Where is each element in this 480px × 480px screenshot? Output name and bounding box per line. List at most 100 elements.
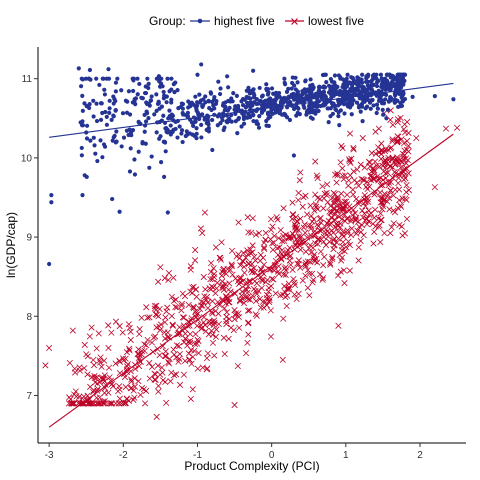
- highest-five-point: [189, 120, 195, 125]
- highest-five-point: [290, 80, 295, 86]
- lowest-five-point: [295, 189, 302, 197]
- lowest-five-point: [167, 378, 174, 385]
- lowest-five-point: [208, 327, 215, 334]
- lowest-five-point: [346, 130, 354, 137]
- lowest-five-point: [371, 175, 378, 183]
- lowest-five-point: [189, 386, 196, 393]
- lowest-five-point: [278, 247, 286, 254]
- lowest-five-point: [359, 207, 366, 214]
- lowest-five-point: [394, 154, 401, 161]
- lowest-five-point: [172, 296, 180, 303]
- y-tick-label: 8: [26, 312, 32, 323]
- lowest-five-point: [220, 286, 227, 293]
- lowest-five-point: [359, 135, 366, 142]
- lowest-five-point: [238, 292, 245, 299]
- highest-five-point: [282, 95, 287, 100]
- highest-five-point: [103, 109, 108, 115]
- highest-five-point: [224, 113, 230, 118]
- highest-five-point: [264, 82, 269, 87]
- lowest-five-point: [228, 247, 236, 254]
- highest-five-point: [245, 101, 251, 106]
- lowest-five-point: [176, 324, 183, 331]
- lowest-five-point: [236, 275, 243, 282]
- lowest-five-point: [189, 284, 196, 291]
- lowest-five-point: [214, 279, 221, 286]
- lowest-five-point: [122, 399, 129, 406]
- highest-five-point: [365, 97, 370, 102]
- lowest-five-point: [123, 363, 131, 370]
- lowest-five-point: [325, 233, 332, 240]
- highest-five-point: [308, 115, 313, 120]
- highest-five-point: [225, 74, 230, 79]
- lowest-five-point: [335, 228, 342, 235]
- lowest-five-point: [275, 235, 282, 242]
- highest-five-point: [328, 86, 334, 91]
- highest-five-point: [173, 80, 178, 85]
- lowest-five-point: [405, 129, 412, 137]
- highest-five-point: [110, 196, 115, 202]
- lowest-five-point: [349, 186, 356, 193]
- lowest-five-point: [357, 161, 364, 168]
- highest-five-point: [292, 96, 297, 102]
- highest-five-point: [114, 129, 119, 134]
- lowest-five-point: [168, 293, 175, 300]
- highest-five-point: [342, 81, 347, 86]
- lowest-five-point: [252, 231, 260, 238]
- lowest-five-point: [332, 224, 339, 231]
- lowest-five-point: [220, 284, 227, 291]
- highest-five-point: [172, 89, 177, 95]
- lowest-five-point: [346, 158, 353, 165]
- highest-five-point: [93, 151, 98, 156]
- highest-five-point: [395, 72, 400, 77]
- lowest-five-point: [192, 246, 199, 254]
- lowest-five-point: [186, 356, 193, 363]
- lowest-five-point: [317, 271, 324, 278]
- highest-five-point: [197, 92, 202, 97]
- highest-five-point: [173, 126, 178, 132]
- lowest-five-point: [152, 376, 159, 383]
- highest-five-point: [199, 122, 204, 128]
- highest-five-point: [380, 78, 385, 83]
- lowest-five-point: [86, 333, 93, 340]
- highest-five-point: [243, 105, 248, 110]
- highest-five-point: [104, 114, 109, 119]
- highest-five-point: [368, 106, 373, 111]
- highest-five-point: [149, 154, 154, 159]
- highest-five-point: [154, 130, 159, 135]
- lowest-five-point: [242, 294, 249, 301]
- lowest-five-point: [266, 297, 273, 304]
- highest-five-point: [162, 140, 168, 145]
- lowest-five-point: [388, 224, 395, 231]
- lowest-five-point: [349, 212, 356, 219]
- highest-five-point: [82, 173, 87, 178]
- lowest-five-point: [163, 399, 170, 406]
- highest-five-point: [311, 85, 316, 90]
- highest-five-point: [227, 116, 232, 121]
- lowest-five-point: [128, 376, 135, 383]
- lowest-five-point: [247, 246, 254, 253]
- highest-five-point: [356, 76, 362, 81]
- highest-five-point: [203, 94, 208, 99]
- lowest-five-point: [131, 394, 138, 401]
- highest-five-point: [206, 98, 211, 103]
- lowest-five-point: [413, 134, 420, 142]
- lowest-five-point: [123, 366, 130, 373]
- lowest-five-point: [275, 270, 282, 277]
- highest-five-point: [107, 110, 112, 115]
- lowest-five-point: [369, 164, 377, 172]
- lowest-five-point: [287, 261, 294, 268]
- lowest-five-point: [315, 223, 322, 230]
- lowest-five-point: [218, 239, 225, 246]
- highest-five-point: [304, 112, 309, 117]
- lowest-five-point: [97, 374, 105, 382]
- lowest-five-point: [361, 164, 368, 171]
- highest-five-point: [451, 97, 456, 102]
- highest-five-point: [328, 114, 333, 119]
- highest-five-point: [164, 94, 169, 99]
- lowest-five-point: [306, 270, 313, 277]
- highest-five-point: [295, 80, 300, 85]
- lowest-five-point: [326, 259, 334, 267]
- highest-five-point: [307, 89, 312, 95]
- highest-five-point: [146, 85, 151, 91]
- highest-five-point: [318, 103, 323, 109]
